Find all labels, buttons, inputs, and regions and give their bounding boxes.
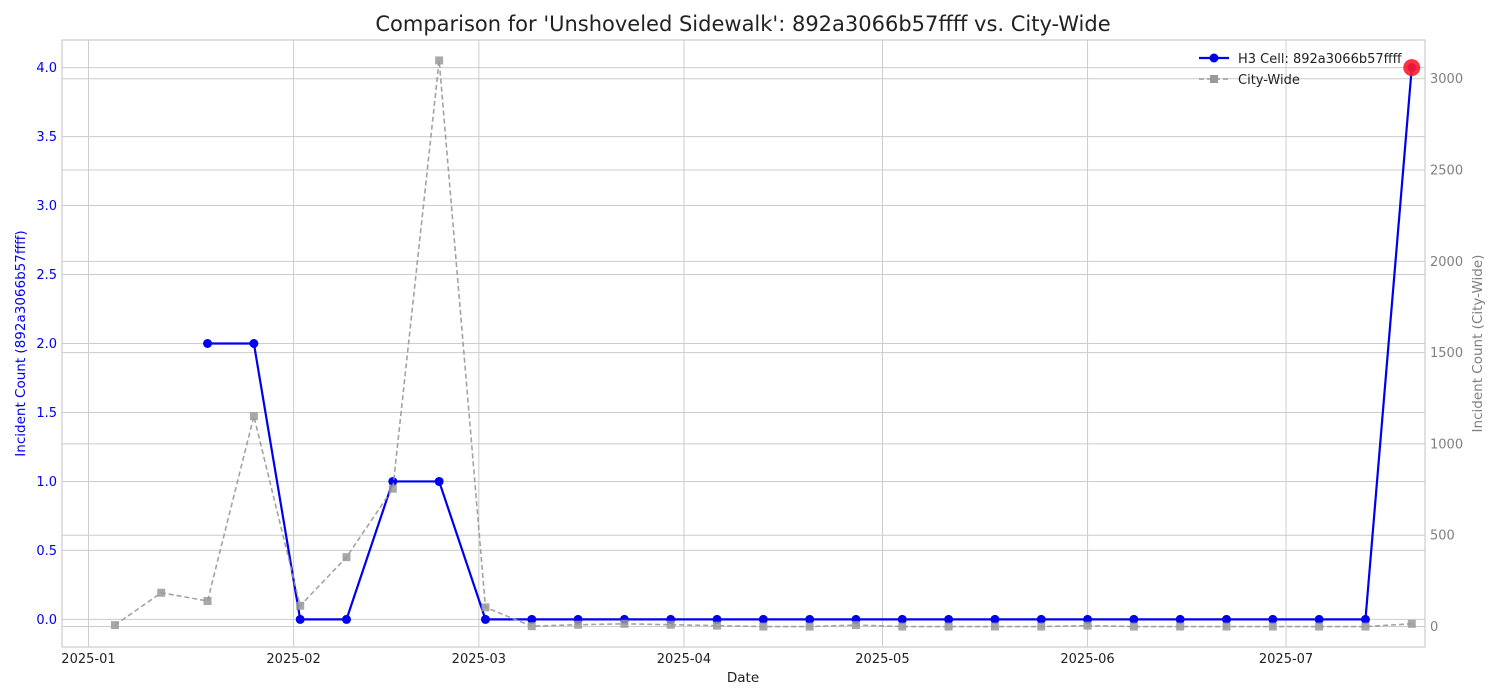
city-series-point: [1268, 622, 1277, 631]
y-right-tick-label: 500: [1430, 529, 1455, 544]
city-series-point: [296, 601, 305, 610]
h3-series-point: [203, 339, 213, 348]
x-axis-ticks: 2025-01 2025-02 2025-03 2025-04 2025-05 2025-…: [61, 652, 1313, 667]
left-y-axis-ticks: 0.0 0.5 1.0 1.5 2.0 2.5 3.0 3.5 4.0: [36, 61, 57, 628]
city-series-point: [203, 596, 212, 605]
y-right-tick-label: 1500: [1430, 346, 1463, 361]
h3-series-point: [1268, 614, 1278, 624]
h3-series-point: [1036, 614, 1046, 624]
series-layer: [110, 56, 1421, 631]
city-series-point: [481, 603, 490, 612]
x-tick-label: 2025-04: [657, 652, 711, 667]
city-series-point: [898, 622, 907, 631]
h3-series-point: [758, 614, 768, 624]
y-right-tick-label: 2000: [1430, 255, 1463, 270]
y-right-tick-label: 1000: [1430, 437, 1463, 452]
h3-series-point: [434, 476, 444, 486]
right-y-axis-ticks: 0 500 1000 1500 2000 2500 3000: [1430, 72, 1463, 635]
right-y-axis-label: Incident Count (City-Wide): [1470, 255, 1486, 433]
city-series-point: [713, 621, 722, 630]
city-series-point: [1176, 622, 1185, 631]
city-series-point: [1407, 619, 1416, 628]
city-series-point: [249, 412, 258, 421]
city-series-point: [805, 622, 814, 631]
legend-h3-marker: [1209, 53, 1219, 63]
h3-series-point: [1360, 614, 1370, 624]
y-right-tick-label: 2500: [1430, 164, 1463, 179]
x-tick-label: 2025-06: [1060, 652, 1114, 667]
highlight-point: [1403, 59, 1421, 77]
x-axis-label: Date: [727, 670, 759, 686]
y-left-tick-label: 3.5: [36, 130, 57, 145]
h3-series-point: [990, 614, 1000, 624]
h3-series-point: [1129, 614, 1139, 624]
city-series-point: [157, 588, 166, 597]
city-series-point: [990, 622, 999, 631]
x-tick-label: 2025-02: [266, 652, 320, 667]
h3-series-point: [295, 614, 305, 624]
y-left-tick-label: 1.5: [36, 406, 57, 421]
h3-series-point: [249, 339, 259, 348]
h3-series-point: [805, 614, 815, 624]
city-series-point: [1361, 622, 1370, 631]
city-series-point: [944, 622, 953, 631]
city-series-point: [1083, 621, 1092, 630]
city-series-point: [1222, 622, 1231, 631]
city-series-point: [435, 56, 444, 65]
y-right-tick-label: 3000: [1430, 72, 1463, 87]
y-left-tick-label: 0.0: [36, 613, 57, 628]
y-left-tick-label: 4.0: [36, 61, 57, 76]
legend-city-marker: [1210, 75, 1218, 83]
y-left-tick-label: 3.0: [36, 199, 57, 214]
legend-city-label: City-Wide: [1238, 73, 1300, 88]
city-series-point: [388, 484, 397, 493]
h3-series-point: [342, 614, 352, 624]
h3-series-point: [1222, 614, 1232, 624]
y-right-tick-label: 0: [1430, 620, 1438, 635]
y-left-tick-label: 2.5: [36, 268, 57, 283]
h3-series-point: [944, 614, 954, 624]
h3-series-point: [1314, 614, 1324, 624]
h3-series-point: [897, 614, 907, 624]
h3-series-point: [480, 614, 490, 624]
legend: H3 Cell: 892a3066b57ffff City-Wide: [1199, 52, 1403, 88]
city-series-point: [620, 619, 629, 628]
x-tick-label: 2025-01: [61, 652, 115, 667]
city-series-point: [527, 622, 536, 631]
left-y-axis-label: Incident Count (892a3066b57ffff): [13, 230, 29, 456]
city-series-point: [574, 620, 583, 629]
city-series-point: [1037, 622, 1046, 631]
y-left-tick-label: 0.5: [36, 544, 57, 559]
grid-layer: [62, 40, 1425, 647]
legend-h3-label: H3 Cell: 892a3066b57ffff: [1238, 52, 1403, 67]
city-series-point: [851, 621, 860, 630]
h3-series-point: [388, 476, 398, 486]
h3-series-point: [1175, 614, 1185, 624]
y-left-tick-label: 2.0: [36, 337, 57, 352]
y-left-tick-label: 1.0: [36, 475, 57, 490]
x-tick-label: 2025-05: [855, 652, 909, 667]
x-tick-label: 2025-03: [452, 652, 506, 667]
city-series-point: [342, 553, 351, 562]
h3-series-point: [527, 614, 537, 624]
x-tick-label: 2025-07: [1259, 652, 1313, 667]
city-series-point: [1129, 622, 1138, 631]
city-series-point: [1315, 622, 1324, 631]
city-series-point: [110, 621, 119, 630]
city-series-point: [666, 620, 675, 629]
plot-frame: [61, 39, 1426, 648]
city-series-point: [759, 622, 768, 631]
chart-title: Comparison for 'Unshoveled Sidewalk': 89…: [375, 12, 1110, 36]
